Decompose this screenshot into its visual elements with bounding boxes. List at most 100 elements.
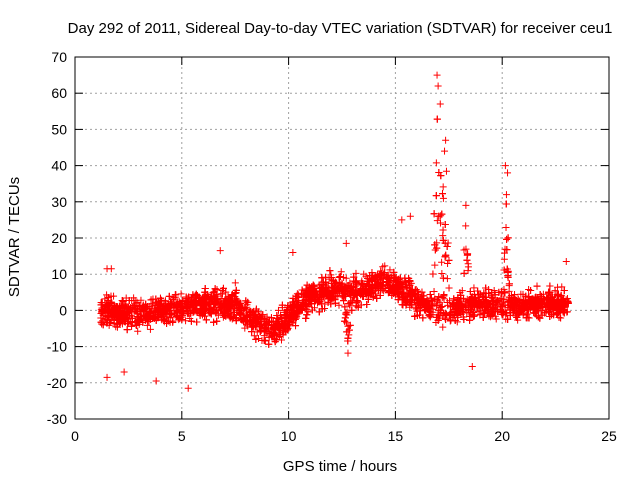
data-point [201,284,209,292]
data-point [284,324,292,332]
data-point [376,292,384,300]
data-point [443,243,451,251]
data-point [205,306,213,314]
data-point [316,284,324,292]
data-point [211,285,219,293]
data-point [423,304,431,312]
data-point [396,274,404,282]
data-point [368,269,376,277]
data-point [390,268,398,276]
data-point [263,328,271,336]
data-point [231,279,239,287]
data-point [456,289,464,297]
data-point [445,256,453,264]
data-point [513,313,521,321]
data-point [368,276,376,284]
data-point [271,336,279,344]
data-point [452,305,460,313]
data-point [443,298,451,306]
data-point [546,282,554,290]
data-point [407,290,415,298]
data-point [329,287,337,295]
data-point [227,313,235,321]
data-point [437,172,445,180]
data-point [308,306,316,314]
data-point [430,210,438,218]
data-point [504,268,512,276]
data-point [348,306,356,314]
data-point [342,283,350,291]
data-point [489,305,497,313]
data-point [429,270,437,278]
data-point [243,320,251,328]
data-point [326,267,334,275]
data-point [439,183,447,191]
data-point [140,304,148,312]
data-point [444,260,452,268]
data-point [157,296,165,304]
data-point [166,314,174,322]
data-point [441,253,449,261]
data-point [219,284,227,292]
data-point [445,284,453,292]
data-point [500,255,508,263]
data-point [498,310,506,318]
data-point [457,291,465,299]
data-point [352,302,360,310]
data-point [431,246,439,254]
data-point [433,244,441,252]
data-point [133,309,141,317]
data-point [433,217,441,225]
data-point [182,317,190,325]
data-point [536,290,544,298]
data-point [438,303,446,311]
data-point [340,297,348,305]
data-point [423,296,431,304]
data-point [341,303,349,311]
data-point [426,290,434,298]
data-point [344,322,352,330]
data-point [418,288,426,296]
data-point [303,311,311,319]
data-point [104,297,112,305]
data-point [169,296,177,304]
data-point [177,290,185,298]
data-point [435,293,443,301]
data-point [440,291,448,299]
data-point [546,306,554,314]
data-point [195,297,203,305]
data-point [241,303,249,311]
data-point [319,278,327,286]
data-point [309,281,317,289]
data-point [202,316,210,324]
data-point [453,310,461,318]
data-point [503,235,511,243]
data-point [277,327,285,335]
data-point [134,327,142,335]
data-point [511,291,519,299]
data-point [402,278,410,286]
data-point [343,319,351,327]
data-point [460,295,468,303]
data-point [193,318,201,326]
data-point [126,318,134,326]
data-point [274,306,282,314]
data-point [406,297,414,305]
data-point [345,284,353,292]
data-point [125,296,133,304]
data-point [546,289,554,297]
data-point [411,312,419,320]
data-point [431,241,439,249]
data-point [540,309,548,317]
data-point [390,282,398,290]
data-point [451,317,459,325]
data-point [185,293,193,301]
data-point [438,258,446,266]
data-point [163,313,171,321]
data-point [486,300,494,308]
data-point [414,300,422,308]
data-point [435,212,443,220]
data-point [551,287,559,295]
data-point [191,292,199,300]
data-point [172,291,180,299]
